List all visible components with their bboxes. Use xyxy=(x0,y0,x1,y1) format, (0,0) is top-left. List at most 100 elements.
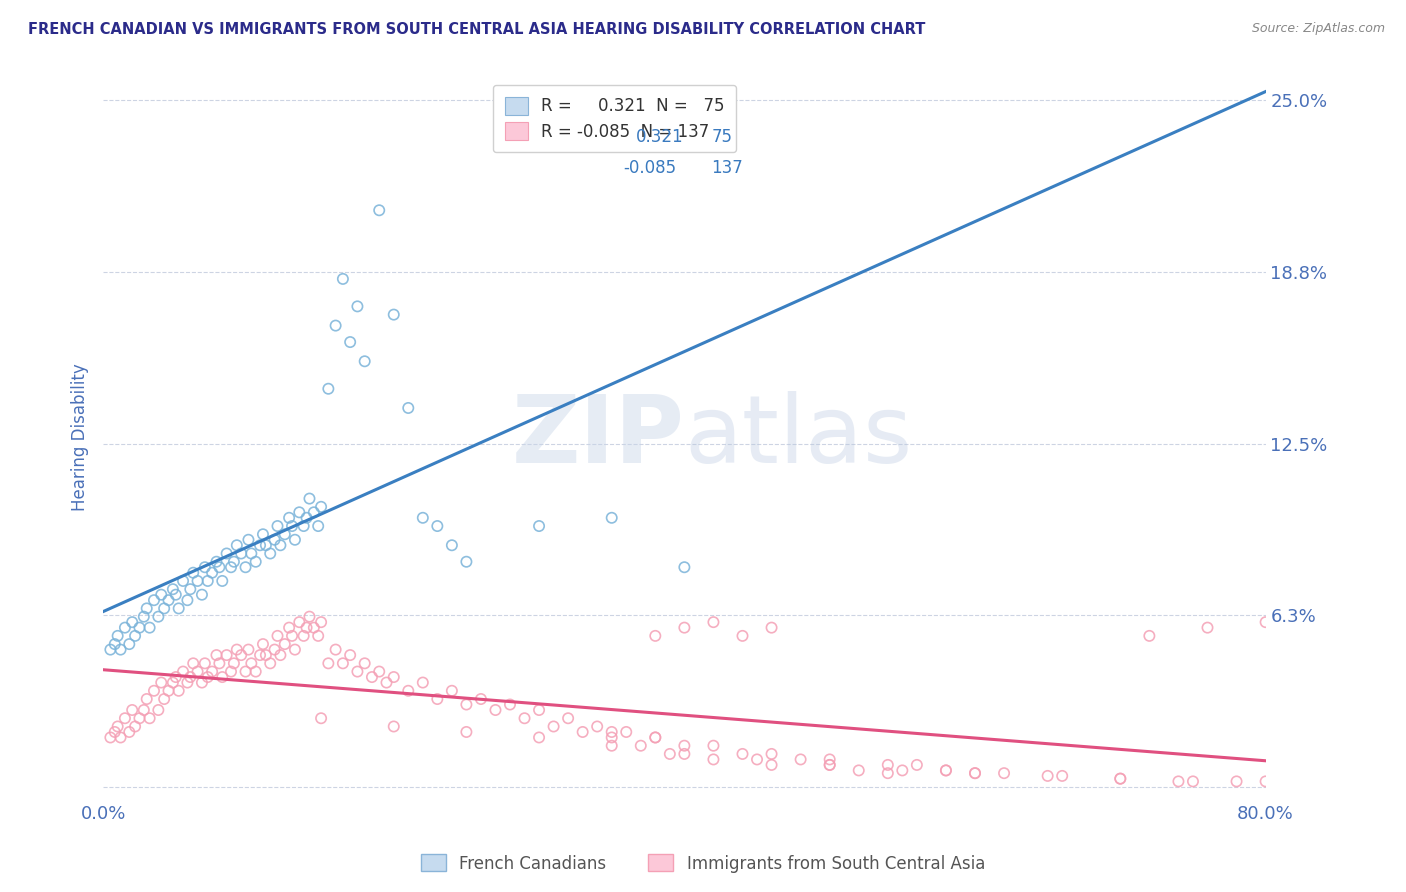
Point xyxy=(600,739,623,753)
Point xyxy=(135,601,157,615)
Point xyxy=(222,555,245,569)
Point xyxy=(219,665,242,679)
Point xyxy=(132,703,155,717)
Point xyxy=(238,533,260,547)
Point xyxy=(179,670,201,684)
Point xyxy=(761,621,783,635)
Point xyxy=(295,510,318,524)
Point xyxy=(470,692,492,706)
Point xyxy=(150,675,173,690)
Point xyxy=(225,538,247,552)
Point xyxy=(254,538,277,552)
Point xyxy=(673,739,696,753)
Point xyxy=(963,766,986,780)
Point xyxy=(167,601,190,615)
Text: 137: 137 xyxy=(711,159,742,177)
Point xyxy=(100,642,122,657)
Point xyxy=(412,675,434,690)
Point xyxy=(818,758,841,772)
Point xyxy=(339,648,361,662)
Point xyxy=(318,382,340,396)
Point xyxy=(215,547,238,561)
Point xyxy=(298,491,321,506)
Point xyxy=(295,621,318,635)
Point xyxy=(543,719,565,733)
Point xyxy=(197,574,219,588)
Text: Source: ZipAtlas.com: Source: ZipAtlas.com xyxy=(1251,22,1385,36)
Point xyxy=(302,505,325,519)
Point xyxy=(644,731,666,745)
Point xyxy=(205,555,228,569)
Point xyxy=(600,510,623,524)
Point xyxy=(396,683,419,698)
Point xyxy=(259,657,281,671)
Point xyxy=(110,731,132,745)
Point xyxy=(302,621,325,635)
Point xyxy=(104,725,127,739)
Point xyxy=(118,637,141,651)
Point xyxy=(219,560,242,574)
Point xyxy=(114,711,136,725)
Point xyxy=(281,519,304,533)
Point xyxy=(426,692,449,706)
Point xyxy=(235,560,257,574)
Point xyxy=(891,764,914,778)
Point xyxy=(673,747,696,761)
Point xyxy=(412,510,434,524)
Point xyxy=(128,711,150,725)
Point xyxy=(284,642,307,657)
Point xyxy=(225,642,247,657)
Point xyxy=(191,588,214,602)
Point xyxy=(789,752,811,766)
Point xyxy=(571,725,593,739)
Point xyxy=(1050,769,1073,783)
Point xyxy=(513,711,536,725)
Point xyxy=(292,629,315,643)
Point xyxy=(1284,777,1306,791)
Point xyxy=(876,758,898,772)
Point xyxy=(368,203,391,218)
Point xyxy=(339,334,361,349)
Point xyxy=(107,629,129,643)
Point xyxy=(208,657,231,671)
Point xyxy=(148,703,170,717)
Point xyxy=(1341,777,1364,791)
Point xyxy=(181,566,204,580)
Point xyxy=(702,739,724,753)
Point xyxy=(269,648,291,662)
Point xyxy=(231,547,253,561)
Point xyxy=(124,719,146,733)
Point xyxy=(215,648,238,662)
Point xyxy=(499,698,522,712)
Point xyxy=(702,752,724,766)
Point xyxy=(269,538,291,552)
Point xyxy=(104,637,127,651)
Point xyxy=(382,719,405,733)
Point xyxy=(292,519,315,533)
Point xyxy=(1181,774,1204,789)
Point xyxy=(191,675,214,690)
Point xyxy=(263,642,285,657)
Point xyxy=(1225,774,1247,789)
Point xyxy=(876,766,898,780)
Point xyxy=(818,758,841,772)
Point xyxy=(426,519,449,533)
Point xyxy=(157,683,180,698)
Point xyxy=(245,665,267,679)
Point xyxy=(135,692,157,706)
Point xyxy=(1254,615,1277,629)
Legend: R =     0.321  N =   75, R = -0.085  N = 137: R = 0.321 N = 75, R = -0.085 N = 137 xyxy=(494,85,737,153)
Point xyxy=(745,752,768,766)
Point xyxy=(162,675,184,690)
Point xyxy=(396,401,419,415)
Point xyxy=(167,683,190,698)
Point xyxy=(527,703,550,717)
Point xyxy=(1109,772,1132,786)
Point xyxy=(211,670,233,684)
Text: FRENCH CANADIAN VS IMMIGRANTS FROM SOUTH CENTRAL ASIA HEARING DISABILITY CORRELA: FRENCH CANADIAN VS IMMIGRANTS FROM SOUTH… xyxy=(28,22,925,37)
Point xyxy=(162,582,184,597)
Point xyxy=(266,629,288,643)
Point xyxy=(731,629,754,643)
Point xyxy=(187,665,209,679)
Point xyxy=(252,637,274,651)
